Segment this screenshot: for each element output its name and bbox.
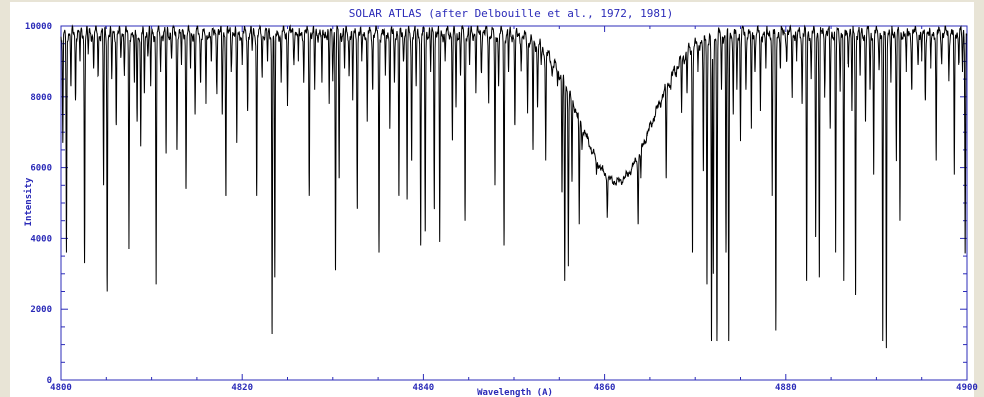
x-tick-label: 4800 (50, 383, 72, 393)
y-tick-label: 10000 (25, 22, 52, 32)
spectrum-line (60, 24, 968, 349)
x-tick-label: 4820 (231, 383, 253, 393)
x-tick-label: 4840 (413, 383, 435, 393)
y-tick-label: 8000 (30, 93, 52, 103)
y-axis-label: Intensity (23, 177, 34, 226)
chart-title: SOLAR ATLAS (after Delbouille et al., 19… (349, 7, 674, 20)
x-tick-label: 4860 (594, 383, 616, 393)
axis-ticks: 4800 4820 4840 4860 4880 4900 0 2000 4000 6000 800… (25, 22, 978, 393)
x-tick-label: 4880 (775, 383, 797, 393)
x-tick-label: 4900 (956, 383, 978, 393)
x-axis-label: Wavelength (A) (477, 388, 553, 397)
y-tick-label: 2000 (30, 305, 52, 315)
y-tick-label: 0 (47, 376, 52, 386)
y-tick-label: 4000 (30, 234, 52, 244)
y-tick-label: 6000 (30, 164, 52, 174)
